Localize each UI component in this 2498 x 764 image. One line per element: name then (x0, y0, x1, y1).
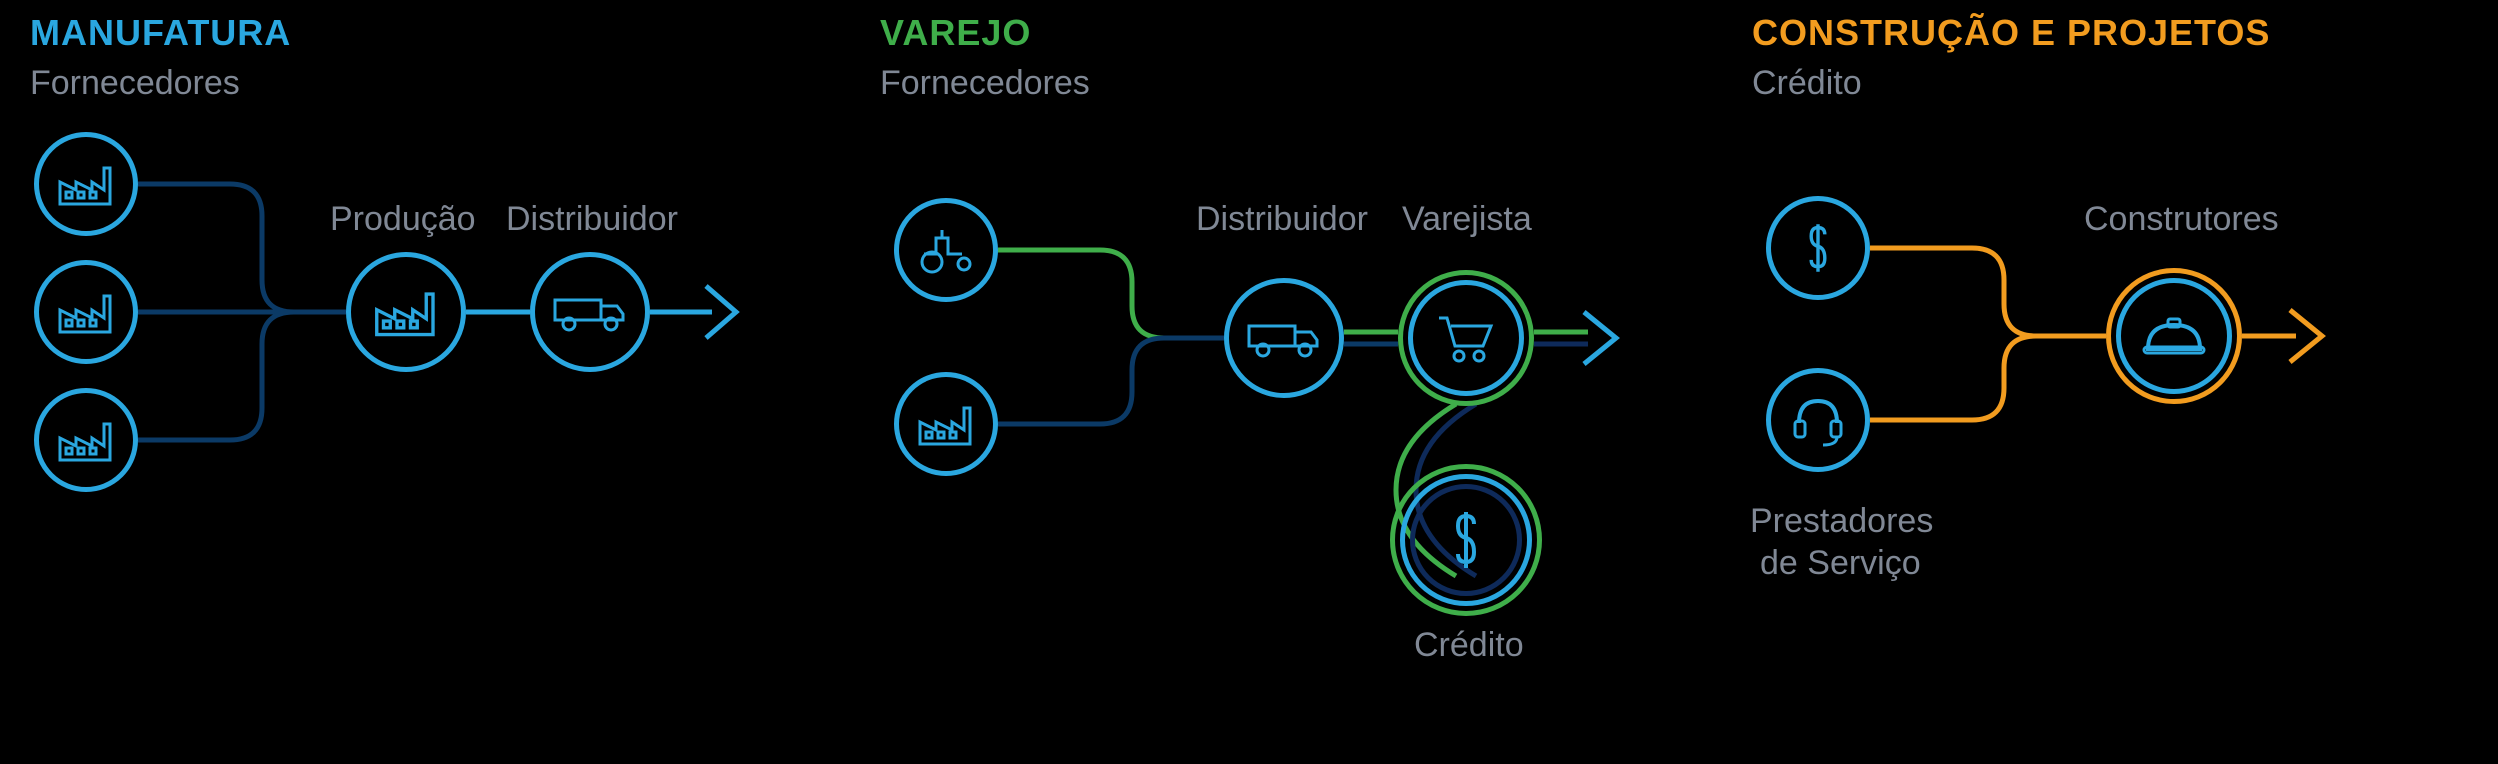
dollar-icon (1801, 222, 1835, 274)
label-c-serv-2: de Serviço (1760, 544, 1921, 583)
node-v-cred-outer (1390, 464, 1542, 616)
section-subtitle-manufatura: Fornecedores (30, 64, 240, 103)
factory-icon (916, 400, 976, 448)
section-title-construcao: CONSTRUÇÃO E PROJETOS (1752, 12, 2270, 54)
node-m-supplier-3 (34, 388, 138, 492)
node-v-ret-outer (1398, 270, 1534, 406)
node-m-prod (346, 252, 466, 372)
node-m-supplier-2 (34, 260, 138, 364)
node-c-build-outer (2106, 268, 2242, 404)
node-c-serv (1766, 368, 1870, 472)
node-m-supplier-1 (34, 132, 138, 236)
headset-icon (1789, 391, 1847, 449)
dollar-icon (1446, 510, 1486, 570)
diagram-root: { "type": "flowchart", "background_color… (0, 0, 2498, 764)
factory-icon (56, 416, 116, 464)
label-m-prod: Produção (330, 200, 476, 239)
tractor-icon (914, 226, 978, 274)
section-title-manufatura: MANUFATURA (30, 12, 291, 54)
node-v-supplier-2 (894, 372, 998, 476)
factory-icon (372, 285, 440, 339)
cart-icon (1435, 312, 1497, 364)
section-subtitle-construcao: Crédito (1752, 64, 1862, 103)
node-v-cred-inner (1410, 484, 1522, 596)
factory-icon (56, 288, 116, 336)
section-title-varejo: VAREJO (880, 12, 1031, 54)
node-v-dist (1224, 278, 1344, 398)
label-m-dist: Distribuidor (506, 200, 678, 239)
label-c-serv-1: Prestadores (1750, 502, 1933, 541)
node-m-dist (530, 252, 650, 372)
node-c-cred (1766, 196, 1870, 300)
factory-icon (56, 160, 116, 208)
section-subtitle-varejo: Fornecedores (880, 64, 1090, 103)
label-v-dist: Distribuidor (1196, 200, 1368, 239)
label-v-ret: Varejista (1402, 200, 1532, 239)
label-c-build: Construtores (2084, 200, 2279, 239)
label-v-cred: Crédito (1414, 626, 1524, 665)
node-v-supplier-1 (894, 198, 998, 302)
truck-icon (551, 292, 629, 332)
truck-icon (1245, 318, 1323, 358)
node-v-cred-mid (1400, 474, 1532, 606)
hardhat-icon (2142, 313, 2206, 359)
node-v-ret-inner (1408, 280, 1524, 396)
node-c-build-inner (2116, 278, 2232, 394)
